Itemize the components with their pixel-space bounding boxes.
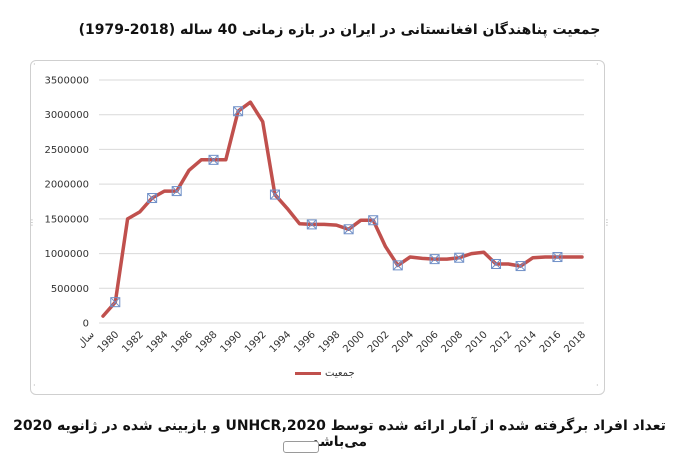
resize-handle-left[interactable]: ⋮ [28,218,36,227]
data-point-marker [343,224,354,235]
x-tick-label: 1994 [268,329,294,355]
resize-handle-right[interactable]: ⋮ [603,218,611,227]
x-tick-label: 2008 [440,329,466,355]
x-axis: سال1980198219841986198819901992199419961… [76,329,588,355]
x-tick-label: 2018 [562,329,588,355]
data-point-marker [392,260,403,271]
resize-handle-bottom-right[interactable]: · [596,381,599,390]
y-tick-label: 500000 [51,284,89,295]
resize-handle-top-left[interactable]: · [33,60,36,69]
x-tick-label: 2014 [513,329,539,355]
data-point-marker [552,252,563,263]
gridlines [99,79,584,324]
chart-legend: جمعیت [295,368,355,379]
series-line-population [101,100,584,318]
data-point-marker [491,258,502,269]
caption-handle[interactable] [283,441,319,453]
data-point-marker [147,193,158,204]
y-tick-label: 1000000 [44,249,89,260]
x-tick-label: 1986 [169,329,195,355]
resize-handle-bottom-left[interactable]: · [33,381,36,390]
y-axis: 0 500000 1000000 1500000 2000000 2500000 30000… [44,76,89,330]
x-tick-label: 1982 [120,329,146,355]
y-tick-label: 1500000 [44,214,89,225]
x-tick-label: 1990 [218,329,244,355]
x-tick-label: 2016 [538,329,564,355]
y-tick-label: 2000000 [44,180,89,191]
data-point-marker [208,154,219,165]
data-point-marker [171,186,182,197]
legend-label: جمعیت [325,368,355,379]
x-tick-label: 2002 [366,329,392,355]
y-tick-label: 0 [83,319,89,330]
data-markers [110,106,563,308]
x-tick-label: 2004 [390,329,416,355]
data-point-marker [429,254,440,265]
x-tick-label: 1996 [292,329,318,355]
data-point-marker [269,189,280,200]
x-tick-label: 2012 [489,329,515,355]
y-tick-label: 3500000 [44,76,89,87]
x-tick-label: سال [76,329,97,350]
x-tick-label: 1984 [145,329,171,355]
legend-line-swatch [295,372,321,375]
y-tick-label: 2500000 [44,145,89,156]
resize-handle-top-right[interactable]: · [596,60,599,69]
x-tick-label: 1988 [194,329,220,355]
data-point-marker [306,219,317,230]
data-point-marker [515,261,526,272]
data-point-marker [368,215,379,226]
x-tick-label: 2000 [341,329,367,355]
data-point-marker [233,106,244,117]
x-tick-label: 1998 [317,329,343,355]
x-tick-label: 1992 [243,329,269,355]
x-tick-label: 1980 [96,329,122,355]
y-tick-label: 3000000 [44,110,89,121]
data-point-marker [454,252,465,263]
data-point-marker [110,297,121,308]
chart-title: جمعیت پناهندگان افغانستانی در ایران در ب… [78,22,601,38]
x-tick-label: 2006 [415,329,441,355]
x-tick-label: 2010 [464,329,490,355]
figure-caption: تعداد افراد برگرفته شده از آمار ارائه شد… [13,418,666,450]
